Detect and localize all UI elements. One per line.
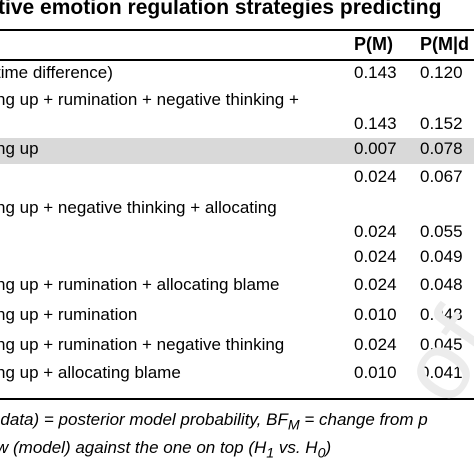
col-header-pm: P(M) (354, 34, 393, 54)
prior-prob-cell: 0.007 (354, 139, 397, 158)
prior-prob-cell: 0.010 (354, 305, 397, 324)
posterior-prob-cell: 0.048 (420, 275, 463, 294)
prior-prob-cell: 0.143 (354, 114, 397, 133)
table-row: ng up 0.007 0.078 (0, 138, 474, 164)
table-row: time difference) 0.143 0.120 (0, 62, 474, 84)
col-header-pmd: P(M|d (420, 34, 470, 54)
top-rule (0, 29, 474, 31)
table-row: ng up + allocating blame 0.010 0.041 (0, 362, 474, 388)
prior-prob-cell: 0.024 (354, 222, 397, 241)
posterior-prob-cell: 0.067 (420, 167, 463, 186)
footnote-text: vs. H (274, 438, 318, 457)
table-row: 0.024 0.049 (0, 246, 474, 272)
table-row: ng up + rumination + allocating blame 0.0… (0, 274, 474, 300)
posterior-prob-cell: 0.048 (420, 305, 463, 324)
bottom-rule (0, 398, 474, 400)
table-row: ng up + rumination + negative thinking 0.… (0, 334, 474, 360)
model-cell: ng up + rumination + negative thinking (0, 335, 285, 354)
prior-prob-cell: 0.143 (354, 63, 397, 82)
footnote-line-1: |data) = posterior model probability, BF… (0, 408, 428, 437)
model-cell: ng up + rumination + negative thinking + (0, 90, 299, 109)
footnote-text: |data) = posterior model probability, BF (0, 410, 288, 429)
footnote-text: w (model) against the one on top (H (0, 438, 267, 457)
table-title: tive emotion regulation strategies predi… (0, 0, 442, 19)
posterior-prob-cell: 0.041 (420, 363, 463, 382)
prior-prob-cell: 0.024 (354, 247, 397, 266)
table-row: 0.024 0.067 (0, 166, 474, 192)
model-cell: ng up + rumination (0, 305, 138, 324)
model-cell: ng up + allocating blame (0, 363, 181, 382)
header-rule (0, 59, 474, 61)
footnote-line-2: w (model) against the one on top (H1 vs.… (0, 436, 331, 465)
posterior-prob-cell: 0.055 (420, 222, 463, 241)
model-cell: ng up + rumination + allocating blame (0, 275, 280, 294)
table-row: ng up + rumination + negative thinking +… (0, 88, 474, 136)
model-cell: ng up (0, 139, 39, 158)
footnote-subscript: M (287, 417, 300, 434)
prior-prob-cell: 0.024 (354, 275, 397, 294)
posterior-prob-cell: 0.120 (420, 63, 463, 82)
prior-prob-cell: 0.024 (354, 335, 397, 354)
footnote-subscript: 0 (317, 445, 326, 462)
posterior-prob-cell: 0.152 (420, 114, 463, 133)
table-row: ng up + negative thinking + allocating 0.… (0, 196, 474, 244)
model-cell: ng up + negative thinking + allocating (0, 198, 277, 217)
footnote-text: = change from p (299, 410, 428, 429)
prior-prob-cell: 0.010 (354, 363, 397, 382)
model-cell: time difference) (0, 63, 113, 82)
footnote-subscript: 1 (266, 445, 275, 462)
prior-prob-cell: 0.024 (354, 167, 397, 186)
posterior-prob-cell: 0.078 (420, 139, 463, 158)
posterior-prob-cell: 0.049 (420, 247, 463, 266)
footnote-text: ) (325, 438, 332, 457)
table-row: ng up + rumination 0.010 0.048 (0, 304, 474, 330)
posterior-prob-cell: 0.045 (420, 335, 463, 354)
